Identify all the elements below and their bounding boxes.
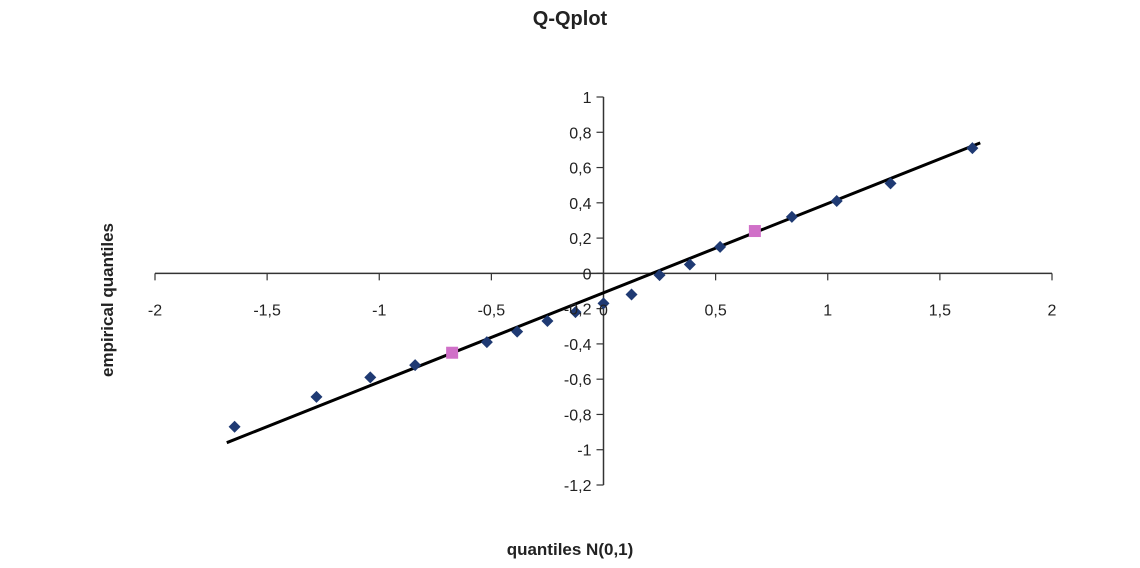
data-points (228, 142, 979, 433)
data-point-diamond (480, 336, 493, 349)
x-tick-label: 1,5 (929, 302, 951, 319)
y-tick-label: 0,8 (569, 125, 591, 142)
data-point-diamond (541, 314, 554, 327)
y-tick-label: -0,2 (564, 302, 592, 319)
data-point-square (446, 346, 459, 359)
x-tick-label: 2 (1048, 302, 1057, 319)
y-tick-label: -0,6 (564, 372, 592, 389)
y-tick-label: 0 (583, 266, 592, 283)
x-tick-label: -1,5 (253, 302, 281, 319)
data-point-diamond (364, 371, 377, 384)
data-point-diamond (785, 210, 798, 223)
data-point-diamond (310, 390, 323, 403)
data-point-diamond (966, 142, 979, 155)
y-tick-label: -1,2 (564, 478, 592, 495)
x-axis-label: quantiles N(0,1) (506, 540, 634, 559)
data-point-diamond (597, 297, 610, 310)
data-point-diamond (409, 359, 422, 372)
x-tick-label: -2 (148, 302, 162, 319)
x-tick-label: 0,5 (705, 302, 727, 319)
data-point-diamond (884, 177, 897, 190)
data-point-diamond (683, 258, 696, 271)
x-tick-label: 1 (823, 302, 832, 319)
axes (154, 96, 1053, 486)
y-tick-label: -0,8 (564, 407, 592, 424)
data-point-diamond (569, 306, 582, 319)
data-point-diamond (625, 288, 638, 301)
data-point-diamond (511, 325, 524, 338)
chart-title: Q-Qplot (532, 8, 608, 30)
y-tick-label: 0,4 (569, 196, 591, 213)
tick-labels: -2 -1,5 -1 -0,5 0 0,5 1 1,5 2 1 0,8 0,6 0,4 0,2 0 -0,2 -… (148, 90, 1057, 495)
data-point-diamond (228, 420, 241, 433)
x-tick-label: -0,5 (478, 302, 506, 319)
data-point-square (748, 225, 761, 238)
y-tick-label: 1 (583, 90, 592, 107)
data-point-diamond (714, 240, 727, 253)
fit-line (226, 141, 981, 445)
y-axis-label: empirical quantiles (98, 223, 117, 377)
data-point-diamond (830, 195, 843, 208)
y-tick-label: -1 (577, 443, 591, 460)
y-tick-label: 0,2 (569, 231, 591, 248)
y-tick-label: -0,4 (564, 337, 592, 354)
x-tick-label: -1 (372, 302, 386, 319)
y-tick-label: 0,6 (569, 161, 591, 178)
data-point-diamond (653, 269, 666, 282)
fit-line-group (226, 141, 981, 445)
x-tick-label: 0 (599, 302, 608, 319)
